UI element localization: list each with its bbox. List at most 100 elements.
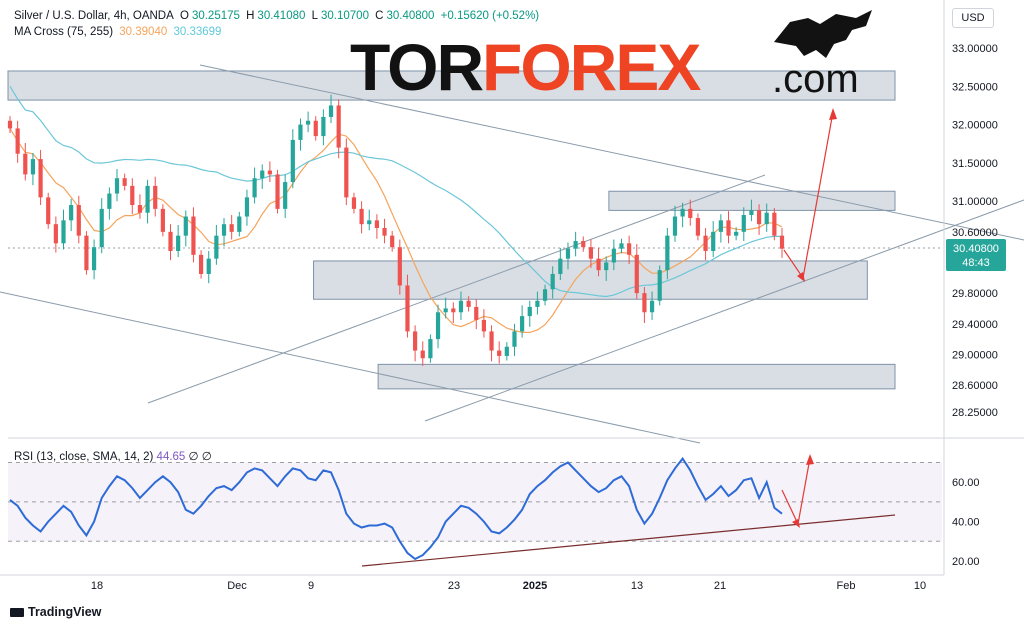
candle-body	[15, 128, 20, 154]
candle-body	[137, 205, 143, 213]
candle-body	[153, 185, 158, 209]
moving-averages	[9, 85, 783, 333]
candlesticks	[7, 94, 785, 366]
time-tick-label: 2025	[523, 580, 547, 592]
symbol-legend: Silver / U.S. Dollar, 4h, OANDA O 30.2517…	[14, 10, 542, 22]
close-value: 30.40800	[386, 10, 435, 22]
zone-0	[7, 70, 896, 101]
candle-body	[535, 300, 540, 307]
candle-body	[527, 306, 532, 317]
candle-body	[565, 248, 571, 259]
candle-body	[76, 205, 81, 236]
candle-body	[313, 120, 318, 137]
forecast-arrowhead-up	[829, 108, 837, 120]
support-resistance-zones	[7, 70, 896, 390]
candle-body	[581, 241, 586, 248]
time-tick-label: 23	[448, 580, 460, 592]
zone-1	[608, 190, 896, 211]
price-badge: 30.40800 48:43	[946, 239, 1006, 271]
candle-body	[451, 308, 456, 313]
trend-lines	[0, 64, 1024, 444]
rsi-arrowhead-down	[792, 519, 800, 528]
candle-body	[474, 306, 479, 320]
price-badge-value: 30.40800	[953, 243, 999, 255]
candle-body	[458, 300, 464, 313]
trend-line-1	[0, 291, 701, 444]
candle-body	[46, 197, 51, 225]
candle-body	[695, 218, 701, 236]
candle-body	[688, 208, 693, 219]
candle-body	[627, 243, 632, 255]
candle-body	[30, 159, 36, 175]
candle-body	[489, 331, 494, 351]
low-label: L	[311, 10, 318, 22]
candle-body	[237, 216, 242, 232]
candle-body	[604, 262, 609, 271]
candle-body	[588, 247, 594, 259]
candle-body	[611, 248, 616, 263]
candle-body	[328, 105, 334, 117]
candle-body	[405, 285, 410, 332]
open-value: 30.25175	[191, 10, 240, 22]
candle-body	[221, 224, 227, 236]
candle-body	[466, 300, 471, 307]
candle-body	[344, 147, 349, 198]
candle-body	[672, 216, 678, 236]
candle-body	[596, 258, 601, 271]
tradingview-mark-icon	[10, 608, 24, 618]
candle-body	[283, 182, 288, 209]
rsi-legend: RSI (13, close, SMA, 14, 2) 44.65 ∅ ∅	[14, 449, 212, 463]
candle-body	[504, 346, 509, 356]
candle-body	[183, 216, 188, 236]
candle-body	[749, 210, 754, 215]
candle-body	[642, 293, 647, 313]
rsi-tick-label: 60.00	[952, 477, 980, 489]
candle-body	[298, 124, 303, 140]
candle-body	[374, 220, 379, 229]
ma-fast-line	[9, 128, 783, 333]
candle-body	[191, 216, 196, 255]
candle-body	[734, 231, 739, 236]
trend-line-3	[424, 199, 1024, 422]
candle-body	[680, 208, 685, 217]
candle-body	[84, 235, 89, 271]
candle-body	[413, 331, 418, 351]
price-tick-label: 28.25000	[952, 407, 998, 419]
tradingview-label: TradingView	[28, 605, 102, 619]
price-badge-box	[946, 239, 1006, 271]
candle-body	[114, 178, 120, 194]
candle-body	[428, 339, 433, 359]
candle-body	[657, 270, 662, 301]
change-value: +0.15620 (+0.52%)	[440, 10, 540, 22]
candle-body	[764, 212, 769, 225]
high-value: 30.41080	[257, 10, 306, 22]
axes: 33.00000 32.50000 32.00000 31.50000 31.00000…	[0, 0, 998, 592]
rsi-tick-label: 20.00	[952, 556, 980, 568]
price-tick-label: 31.50000	[952, 158, 998, 170]
ma-slow-value: 30.33699	[173, 26, 222, 38]
candle-body	[718, 220, 723, 232]
currency-selector[interactable]: USD	[952, 8, 994, 28]
rsi-support-line	[361, 514, 896, 567]
rsi-tick-label: 40.00	[952, 517, 980, 529]
candle-body	[267, 170, 272, 175]
open-label: O	[179, 10, 189, 22]
time-tick-label: 21	[714, 580, 726, 592]
candle-body	[160, 208, 165, 232]
candle-body	[91, 247, 97, 271]
watermark-com: .com	[772, 57, 859, 101]
price-tick-label: 28.60000	[952, 380, 998, 392]
candle-body	[214, 235, 219, 259]
candle-body	[252, 178, 257, 198]
candle-body	[69, 205, 74, 221]
candle-body	[198, 254, 204, 274]
candle-body	[99, 208, 104, 248]
candle-body	[665, 235, 670, 271]
candle-body	[649, 300, 655, 313]
time-tick-label: 10	[914, 580, 926, 592]
tradingview-logo[interactable]: TradingView	[10, 605, 101, 619]
high-label: H	[246, 10, 255, 22]
rsi-arrowhead-up	[806, 454, 814, 465]
candle-body	[397, 247, 402, 286]
